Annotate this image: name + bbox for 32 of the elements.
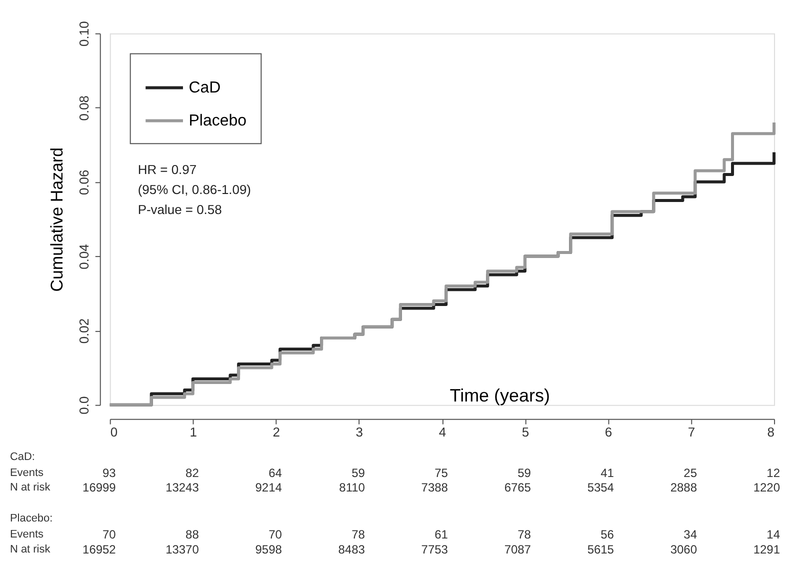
x-tick-label: 3 — [356, 424, 364, 440]
y-tick-label: 0.04 — [76, 244, 92, 270]
legend-label: Placebo — [188, 112, 247, 130]
x-tick-label: 5 — [522, 424, 530, 440]
x-tick-label: 4 — [438, 424, 446, 440]
y-tick-label: 0.08 — [76, 95, 92, 121]
y-tick-label: 0.0 — [76, 396, 92, 414]
y-axis-title: Cumulative Hazard — [47, 147, 66, 292]
text: Events — [10, 528, 44, 541]
y-tick-label: 0.02 — [76, 318, 92, 344]
text: Placebo: — [10, 512, 53, 525]
x-tick-label: 7 — [688, 424, 696, 440]
x-tick-label: 8 — [767, 424, 775, 440]
y-tick-label: 0.10 — [76, 21, 92, 46]
text: N at risk — [10, 544, 51, 556]
x-tick-label: 6 — [604, 424, 612, 440]
text: 16952 13370 9598 8483 7753 7087 5615 3060 1291 — [82, 542, 780, 557]
text: Events — [10, 466, 44, 479]
text: CaD: — [10, 450, 35, 463]
annotation: P-value = 0.58 — [138, 202, 222, 218]
x-axis-title: Time (years) — [450, 385, 550, 406]
text: 93 82 64 59 75 59 41 25 12 — [102, 466, 780, 480]
text: 70 88 70 78 61 78 56 34 14 — [102, 528, 780, 542]
x-tick-label: 0 — [110, 424, 118, 440]
annotation: (95% CI, 0.86-1.09) — [138, 182, 252, 198]
text: 16999 13243 9214 8110 7388 6765 5354 2888 1220 — [82, 480, 780, 495]
text: N at risk — [10, 482, 51, 494]
annotation: HR = 0.97 — [138, 162, 197, 178]
x-tick-label: 1 — [190, 424, 197, 440]
legend-label: CaD — [188, 80, 221, 97]
x-tick-label: 2 — [272, 424, 280, 440]
y-tick-label: 0.06 — [76, 170, 92, 196]
